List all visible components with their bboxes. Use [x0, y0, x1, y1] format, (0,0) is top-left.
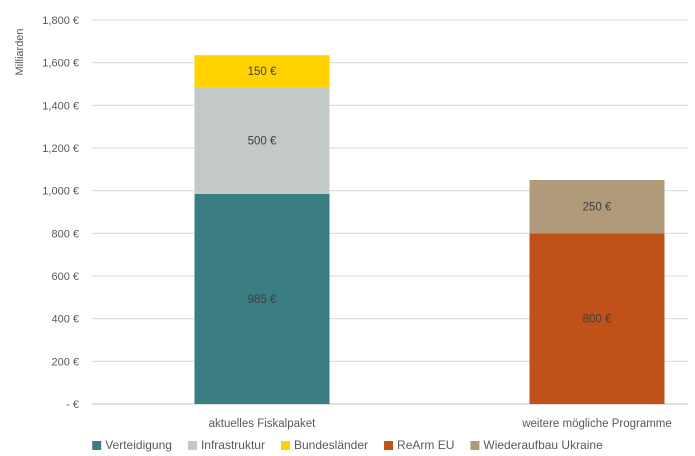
bar-segment-infrastruktur — [194, 87, 330, 194]
legend-swatch — [187, 441, 197, 450]
y-tick-label: 1,200 € — [42, 143, 79, 155]
y-tick-label: 800 € — [51, 228, 79, 240]
y-tick-label: 200 € — [51, 356, 79, 368]
x-tick-label: weitere mögliche Programme — [521, 418, 672, 430]
data-label: 800 € — [583, 314, 612, 326]
y-tick-label: 600 € — [51, 271, 79, 283]
legend-label: Verteidigung — [105, 438, 172, 452]
data-label: 250 € — [583, 202, 612, 214]
y-tick-label: 1,600 € — [42, 58, 79, 70]
legend-label: ReArm EU — [397, 438, 454, 452]
legend-swatch — [384, 441, 394, 450]
data-label: 150 € — [248, 66, 277, 78]
legend-label: Wiederaufbau Ukraine — [483, 438, 603, 452]
y-tick-label: 400 € — [51, 314, 79, 326]
bar-segment-verteidigung — [194, 193, 330, 404]
bar-segment-rearm-eu — [529, 233, 665, 404]
legend-label: Infrastruktur — [201, 438, 265, 452]
legend-swatch — [470, 441, 480, 450]
data-label: 500 € — [248, 136, 277, 148]
y-axis-label: Milliarden — [14, 28, 26, 75]
x-tick-label: aktuelles Fiskalpaket — [209, 418, 317, 430]
legend-swatch — [280, 441, 290, 450]
bar-segment-bundesländer — [194, 55, 330, 88]
y-tick-label: 1,800 € — [42, 15, 79, 27]
legend-label: Bundesländer — [294, 438, 368, 452]
bar-segment-wiederaufbau-ukraine — [529, 180, 665, 234]
y-tick-label: 1,000 € — [42, 186, 79, 198]
y-tick-label: 1,400 € — [42, 100, 79, 112]
legend-swatch — [92, 441, 102, 450]
y-tick-label: - € — [66, 399, 79, 411]
data-label: 985 € — [248, 294, 277, 306]
